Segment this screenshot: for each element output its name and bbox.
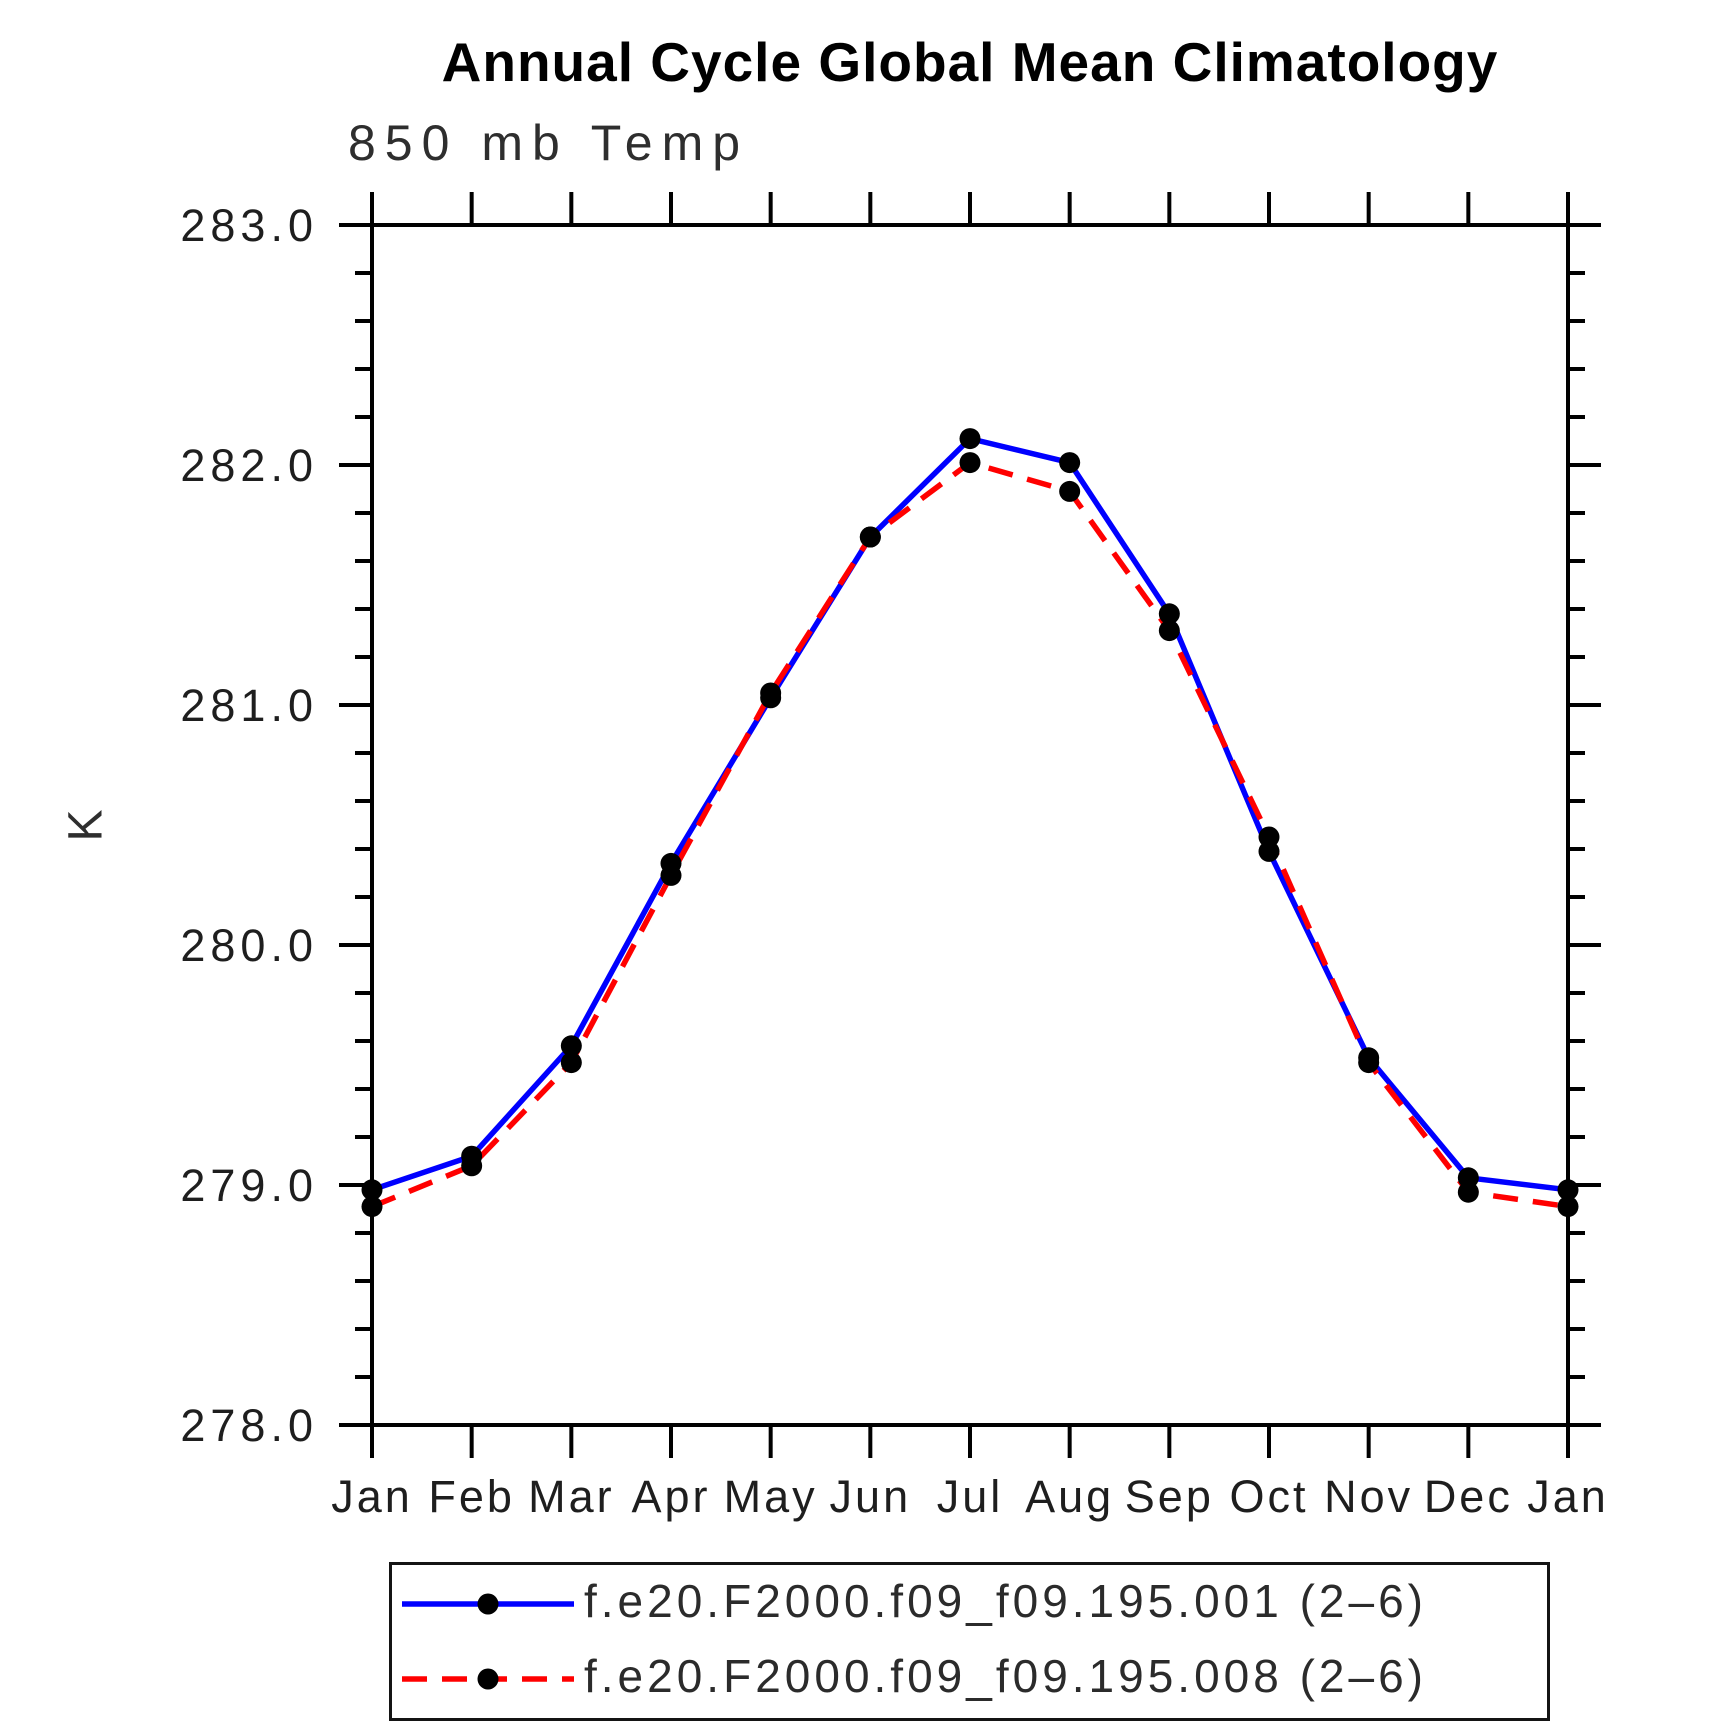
- data-point-marker: [1457, 1181, 1479, 1203]
- legend-line-sample-blue: [402, 1593, 574, 1615]
- data-point-marker: [1557, 1179, 1579, 1201]
- legend-item-1: f.e20.F2000.f09_f09.195.008 (2–6): [396, 1644, 1547, 1714]
- series-line-1: [370, 459, 1569, 1210]
- data-point-marker: [1557, 1196, 1579, 1218]
- x-tick-label: Aug: [1025, 1471, 1114, 1522]
- legend: f.e20.F2000.f09_f09.195.001 (2–6) f.e20.…: [389, 1562, 1550, 1721]
- data-point-marker: [1158, 620, 1180, 642]
- legend-line-sample-red: [402, 1668, 574, 1690]
- data-point-marker: [560, 1052, 582, 1074]
- plot-frame: [370, 223, 1570, 1427]
- data-point-marker: [1059, 480, 1081, 502]
- data-point-marker: [760, 682, 782, 704]
- x-tick-label: Feb: [428, 1471, 515, 1522]
- legend-label-0: f.e20.F2000.f09_f09.195.001 (2–6): [584, 1575, 1428, 1628]
- data-point-marker: [560, 1035, 582, 1057]
- data-point-marker: [959, 452, 981, 474]
- x-tick-label: Sep: [1125, 1471, 1214, 1522]
- data-point-marker: [361, 1196, 383, 1218]
- x-tick-label: Dec: [1424, 1471, 1513, 1522]
- x-tick-label: Oct: [1229, 1471, 1308, 1522]
- x-tick-label: May: [724, 1471, 818, 1522]
- y-tick-label: 279.0: [180, 1160, 318, 1211]
- data-point-marker: [1457, 1167, 1479, 1189]
- data-point-marker: [959, 428, 981, 450]
- data-point-marker: [1158, 603, 1180, 625]
- x-tick-label: Jan: [331, 1471, 413, 1522]
- x-tick-label: Jul: [937, 1471, 1004, 1522]
- data-point-marker: [461, 1155, 483, 1177]
- legend-item-0: f.e20.F2000.f09_f09.195.001 (2–6): [396, 1569, 1547, 1639]
- series-line-0: [371, 435, 1569, 1193]
- data-point-marker: [1258, 826, 1280, 848]
- y-tick-label: 278.0: [180, 1400, 318, 1451]
- data-point-marker: [1059, 452, 1081, 474]
- data-point-marker: [1358, 1052, 1380, 1074]
- y-tick-label: 283.0: [180, 200, 318, 251]
- data-point-marker: [859, 526, 881, 548]
- y-tick-label: 282.0: [180, 440, 318, 491]
- x-tick-label: Mar: [528, 1471, 615, 1522]
- legend-sample-marker: [477, 1668, 499, 1690]
- data-point-marker: [660, 864, 682, 886]
- data-point-marker: [1258, 840, 1280, 862]
- x-tick-label: Nov: [1324, 1471, 1413, 1522]
- x-tick-label: Jan: [1527, 1471, 1609, 1522]
- y-tick-label: 281.0: [180, 680, 318, 731]
- y-tick-label: 280.0: [180, 920, 318, 971]
- data-point-marker: [361, 1179, 383, 1201]
- chart-subtitle: 850 mb Temp: [348, 115, 750, 171]
- chart-title: Annual Cycle Global Mean Climatology: [441, 31, 1499, 93]
- legend-sample-marker: [477, 1593, 499, 1615]
- x-tick-label: Jun: [830, 1471, 912, 1522]
- legend-label-1: f.e20.F2000.f09_f09.195.008 (2–6): [584, 1649, 1428, 1702]
- x-tick-label: Apr: [631, 1471, 710, 1522]
